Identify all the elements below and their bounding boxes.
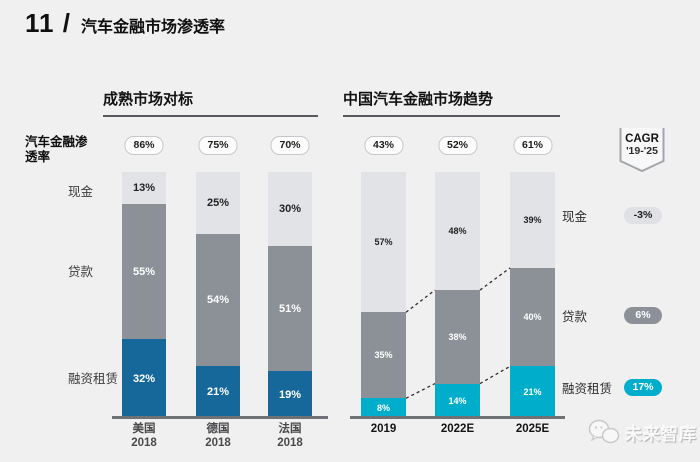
x-axis-label: 2022E [440, 423, 475, 435]
bar-segment-lease: 32% [122, 339, 166, 418]
cagr-row-cash-label: 现金 [562, 210, 588, 224]
bar-segment-cash: 57% [361, 172, 406, 313]
cagr-badge: CAGR '19-'25 [619, 128, 665, 176]
bar-segment-lease: 21% [510, 366, 555, 418]
section-rule-right [343, 115, 560, 117]
bar-segment-loan: 54% [196, 233, 240, 367]
cagr-title: CAGR [625, 133, 659, 145]
page-header: 11 / 汽车金融市场渗透率 [25, 8, 225, 39]
cagr-row-loan: 贷款 6% [562, 306, 662, 325]
cagr-text: CAGR '19-'25 [619, 133, 665, 157]
penetration-pill: 61% [512, 136, 553, 155]
stacked-bar: 57% 35% 8% [361, 172, 406, 418]
bar-segment-lease: 21% [196, 366, 240, 418]
page-title: 汽车金融市场渗透率 [80, 19, 225, 36]
cagr-row-lease-label: 融资租赁 [562, 382, 613, 396]
x-axis-label: 法国 2018 [277, 423, 303, 449]
watermark: 未来智库 [588, 419, 697, 446]
bar-segment-loan: 40% [510, 267, 555, 367]
section-rule-left [103, 115, 318, 117]
bar-segment-loan: 38% [435, 290, 480, 384]
cagr-row-lease-value: 17% [624, 379, 662, 396]
page-number: 11 / [25, 8, 71, 38]
penetration-pill: 43% [363, 136, 404, 155]
stacked-bar: 25% 54% 21% [196, 172, 240, 418]
segment-label-loan: 贷款 [68, 265, 94, 279]
x-axis-label: 2025E [515, 423, 550, 435]
bar-segment-lease: 19% [268, 371, 312, 418]
cagr-ribbon-icon [619, 128, 665, 173]
x-axis-label: 2019 [370, 423, 397, 435]
penetration-pill: 75% [198, 136, 238, 155]
x-axis-line-left [112, 416, 328, 419]
y-axis-title-penetration: 汽车金融渗透率 [25, 135, 88, 164]
bar-segment-cash: 48% [435, 172, 480, 291]
x-axis-label: 美国 2018 [131, 423, 157, 449]
penetration-pill: 86% [124, 136, 164, 155]
cagr-row-loan-label: 贷款 [562, 310, 588, 324]
section-title-mature-markets: 成熟市场对标 [103, 91, 194, 108]
bar-segment-cash: 25% [196, 172, 240, 234]
cagr-row-cash: 现金 -3% [562, 206, 662, 225]
bar-segment-loan: 35% [361, 312, 406, 399]
segment-label-lease: 融资租赁 [68, 372, 119, 386]
wechat-watermark-icon [588, 419, 620, 444]
penetration-pill: 70% [270, 136, 310, 155]
segment-label-cash: 现金 [68, 185, 94, 199]
penetration-pill: 52% [437, 136, 478, 155]
bar-segment-cash: 39% [510, 172, 555, 268]
bar-segment-cash: 13% [122, 172, 166, 204]
cagr-row-cash-value: -3% [624, 207, 662, 224]
bar-segment-loan: 51% [268, 245, 312, 372]
cagr-row-lease: 融资租赁 17% [562, 378, 662, 397]
cagr-period: '19-'25 [626, 145, 658, 157]
bar-segment-cash: 30% [268, 172, 312, 246]
x-axis-line-right [350, 416, 565, 419]
stacked-bar: 39% 40% 21% [510, 172, 555, 418]
cagr-row-loan-value: 6% [624, 307, 662, 324]
stacked-bar: 48% 38% 14% [435, 172, 480, 418]
bar-segment-lease: 14% [435, 383, 480, 418]
section-title-china-trend: 中国汽车金融市场趋势 [343, 91, 494, 108]
bar-segment-lease: 8% [361, 398, 406, 418]
bar-segment-loan: 55% [122, 203, 166, 340]
watermark-text: 未来智库 [625, 425, 697, 444]
stacked-bar: 30% 51% 19% [268, 172, 312, 418]
stacked-bar: 13% 55% 32% [122, 172, 166, 418]
x-axis-label: 德国 2018 [205, 423, 231, 449]
